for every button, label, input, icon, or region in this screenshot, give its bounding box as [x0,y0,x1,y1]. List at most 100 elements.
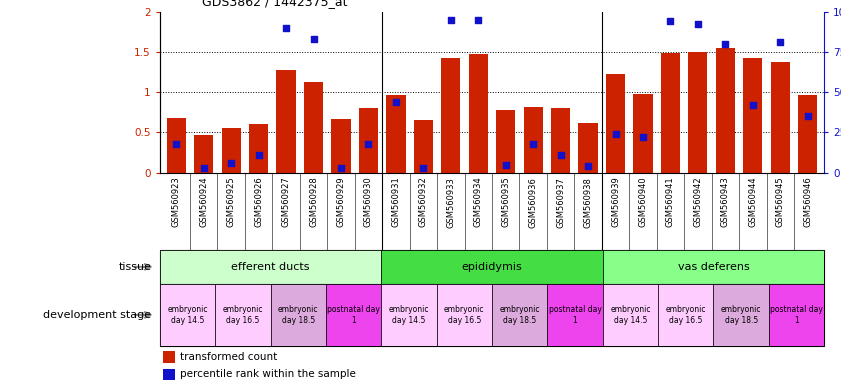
Point [472,17,485,23]
Bar [436,284,492,346]
Bar [661,53,680,173]
Text: embryonic
day 16.5: embryonic day 16.5 [665,305,706,324]
Text: GSM560944: GSM560944 [748,177,757,227]
Bar [163,369,175,380]
Text: GSM560932: GSM560932 [419,177,428,227]
Text: GSM560942: GSM560942 [693,177,702,227]
Text: GSM560924: GSM560924 [199,177,209,227]
Point [307,36,320,42]
Text: epididymis: epididymis [462,262,522,272]
Bar [468,54,488,173]
Point [389,99,403,105]
Text: GSM560936: GSM560936 [529,177,537,227]
Text: GSM560938: GSM560938 [584,177,593,227]
Bar [271,284,325,346]
Point [718,41,732,47]
Bar [688,52,707,173]
Text: GSM560929: GSM560929 [336,177,346,227]
Bar [386,94,405,173]
Text: postnatal day
1: postnatal day 1 [548,305,601,324]
Point [197,165,210,171]
Point [225,160,238,166]
Point [554,152,568,158]
Bar [743,58,763,173]
Bar [331,119,351,173]
Point [691,22,705,28]
Point [526,141,540,147]
Point [444,17,458,23]
Text: development stage: development stage [43,310,151,320]
Text: postnatal day
1: postnatal day 1 [327,305,380,324]
Text: GSM560926: GSM560926 [254,177,263,227]
Bar [770,61,790,173]
Bar [579,123,598,173]
Point [279,25,293,31]
Text: embryonic
day 18.5: embryonic day 18.5 [721,305,761,324]
Point [170,141,183,147]
Text: percentile rank within the sample: percentile rank within the sample [180,369,356,379]
Bar [716,48,735,173]
Text: efferent ducts: efferent ducts [231,262,309,272]
Bar [524,107,542,173]
Bar [492,284,547,346]
Text: embryonic
day 16.5: embryonic day 16.5 [223,305,263,324]
Bar [359,108,378,173]
Bar [414,120,433,173]
Text: GSM560930: GSM560930 [364,177,373,227]
Text: transformed count: transformed count [180,352,277,362]
Text: postnatal day
1: postnatal day 1 [770,305,823,324]
Text: GSM560940: GSM560940 [638,177,648,227]
Text: GSM560928: GSM560928 [309,177,318,227]
Bar [606,74,625,173]
Bar [249,124,268,173]
Text: GSM560933: GSM560933 [447,177,455,227]
Text: GSM560923: GSM560923 [172,177,181,227]
Bar [160,284,215,346]
Point [499,162,512,168]
Bar [381,284,436,346]
Point [362,141,375,147]
Text: embryonic
day 16.5: embryonic day 16.5 [444,305,484,324]
Bar [547,284,603,346]
Text: GSM560935: GSM560935 [501,177,510,227]
Point [664,18,677,24]
Bar [163,351,175,363]
Bar [496,110,516,173]
Text: embryonic
day 14.5: embryonic day 14.5 [167,305,208,324]
Bar [769,284,824,346]
Bar [277,70,296,173]
Bar [442,58,460,173]
Bar [551,108,570,173]
Text: GSM560943: GSM560943 [721,177,730,227]
Bar [713,284,769,346]
Text: GSM560941: GSM560941 [666,177,675,227]
Text: embryonic
day 18.5: embryonic day 18.5 [500,305,540,324]
Text: vas deferens: vas deferens [678,262,749,272]
Point [801,113,814,119]
Text: GSM560937: GSM560937 [556,177,565,227]
Bar [658,284,713,346]
Bar [325,284,381,346]
Point [637,134,650,141]
Bar [633,94,653,173]
Bar [603,250,824,284]
Text: GDS3862 / 1442375_at: GDS3862 / 1442375_at [202,0,347,8]
Bar [304,83,323,173]
Bar [167,118,186,173]
Bar [221,128,241,173]
Point [416,165,430,171]
Point [774,39,787,45]
Point [581,163,595,169]
Text: tissue: tissue [119,262,151,272]
Point [609,131,622,137]
Point [334,165,347,171]
Text: GSM560934: GSM560934 [473,177,483,227]
Text: GSM560925: GSM560925 [227,177,235,227]
Text: embryonic
day 14.5: embryonic day 14.5 [389,305,429,324]
Point [252,152,266,158]
Point [746,102,759,108]
Text: GSM560946: GSM560946 [803,177,812,227]
Text: GSM560927: GSM560927 [282,177,291,227]
Bar [194,135,214,173]
Text: embryonic
day 18.5: embryonic day 18.5 [278,305,319,324]
